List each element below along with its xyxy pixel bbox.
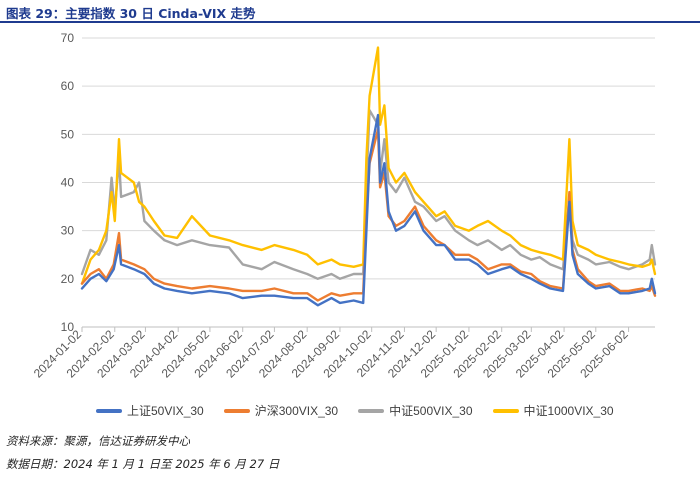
date-note: 数据日期：2024 年 1 月 1 日至 2025 年 6 月 27 日	[6, 457, 280, 471]
series-line-0	[80, 113, 657, 307]
chart-title: 图表 29：主要指数 30 日 Cinda-VIX 走势	[6, 6, 256, 21]
legend-label: 上证50VIX_30	[127, 404, 204, 418]
legend-swatch	[223, 408, 250, 413]
y-tick-label: 60	[61, 79, 75, 93]
source-note: 资料来源：聚源，信达证券研发中心	[6, 434, 190, 448]
legend-label: 沪深300VIX_30	[254, 404, 339, 418]
y-tick-label: 50	[61, 127, 75, 141]
legend-swatch	[96, 408, 122, 413]
legend-label: 中证500VIX_30	[389, 404, 473, 418]
legend-swatch	[358, 408, 385, 413]
legend: 上证50VIX_30 沪深300VIX_30 中证500VIX_30 中证100…	[96, 402, 614, 419]
y-tick-label: 70	[61, 31, 75, 45]
y-tick-label: 30	[61, 224, 75, 238]
series-lines	[80, 46, 657, 307]
series-line-3	[80, 46, 657, 285]
y-tick-label: 20	[61, 272, 75, 286]
vix-line-chart: 10 20 30 40 50 60 70 2024-01-022024-02-022024-…	[31, 31, 657, 381]
legend-swatch	[492, 408, 519, 413]
y-axis-ticks: 10 20 30 40 50 60 70	[61, 31, 75, 334]
legend-item-zz1000: 中证1000VIX_30	[492, 402, 614, 419]
legend-label: 中证1000VIX_30	[523, 404, 614, 418]
x-axis-ticks: 2024-01-022024-02-022024-03-022024-04-02…	[31, 327, 631, 381]
legend-item-sz50: 上证50VIX_30	[96, 402, 204, 419]
legend-item-hs300: 沪深300VIX_30	[223, 402, 339, 419]
title-rule	[0, 21, 700, 23]
y-tick-label: 10	[61, 320, 75, 334]
y-tick-label: 40	[61, 176, 75, 190]
legend-item-zz500: 中证500VIX_30	[358, 402, 473, 419]
